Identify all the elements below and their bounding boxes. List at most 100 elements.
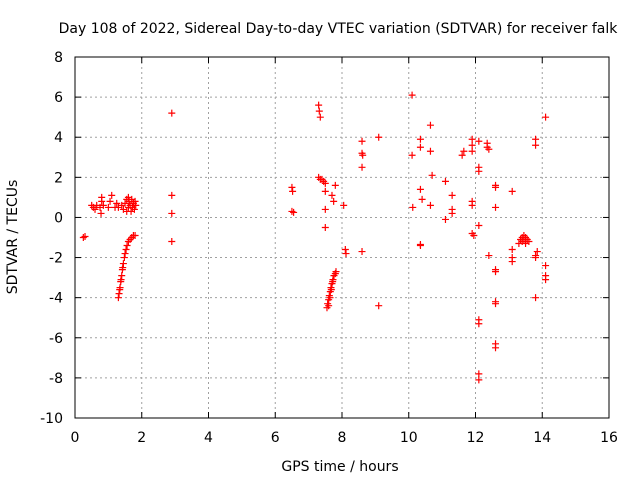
data-point — [358, 248, 366, 256]
data-point — [508, 187, 516, 195]
data-point — [118, 272, 126, 280]
data-point — [533, 248, 541, 256]
x-axis-label: GPS time / hours — [281, 459, 398, 475]
data-point — [321, 187, 329, 195]
y-tick-label: -8 — [49, 371, 63, 387]
data-point — [117, 276, 125, 284]
y-tick-label: -2 — [49, 251, 63, 267]
data-point — [458, 151, 466, 159]
data-point — [520, 236, 528, 244]
data-point — [168, 209, 176, 217]
x-tick-label: 6 — [271, 430, 280, 446]
data-point — [315, 107, 323, 115]
data-point — [375, 302, 383, 310]
data-point — [441, 215, 449, 223]
data-point — [124, 193, 132, 201]
data-point — [119, 260, 127, 268]
y-tick-label: -4 — [49, 291, 63, 307]
data-point — [508, 246, 516, 254]
data-point — [441, 177, 449, 185]
data-point — [448, 209, 456, 217]
y-tick-label: 2 — [54, 170, 63, 186]
x-tick-label: 8 — [338, 430, 347, 446]
data-point — [426, 201, 434, 209]
data-point — [522, 240, 530, 248]
data-point — [542, 276, 550, 284]
data-point — [168, 109, 176, 117]
data-point — [409, 203, 417, 211]
data-point — [492, 183, 500, 191]
data-point — [321, 205, 329, 213]
data-point — [426, 121, 434, 129]
data-point — [123, 242, 131, 250]
chart-title: Day 108 of 2022, Sidereal Day-to-day VTE… — [59, 21, 619, 37]
data-points — [79, 91, 550, 384]
data-point — [79, 234, 87, 241]
x-tick-label: 10 — [400, 430, 418, 446]
data-point — [316, 113, 324, 121]
data-point — [330, 197, 338, 205]
data-point — [475, 370, 483, 378]
data-point — [341, 246, 349, 254]
data-point — [492, 268, 500, 276]
data-point — [340, 201, 348, 209]
x-tick-label: 14 — [533, 430, 551, 446]
data-point — [408, 91, 416, 99]
data-point — [121, 199, 129, 207]
data-point — [426, 147, 434, 155]
data-point — [375, 133, 383, 141]
data-point — [468, 135, 476, 143]
data-point — [119, 264, 127, 272]
plot-frame — [74, 56, 610, 419]
data-point — [475, 221, 483, 229]
data-point — [468, 141, 476, 149]
data-point — [408, 151, 416, 159]
data-point — [358, 163, 366, 171]
data-point — [359, 151, 367, 159]
data-point — [132, 201, 140, 209]
data-point — [492, 344, 500, 352]
data-point — [116, 286, 124, 294]
data-point — [114, 294, 122, 302]
data-point — [448, 191, 456, 199]
data-point — [289, 187, 297, 195]
data-point — [460, 147, 468, 155]
data-point — [532, 141, 540, 149]
data-point — [130, 205, 138, 213]
x-tick-label: 0 — [71, 430, 80, 446]
data-point — [508, 258, 516, 266]
data-point — [290, 208, 298, 216]
data-point — [122, 246, 130, 254]
data-point — [328, 191, 336, 199]
data-point — [97, 209, 105, 217]
data-point — [123, 207, 131, 215]
data-point — [168, 238, 176, 246]
data-point — [106, 197, 114, 205]
data-point — [532, 294, 540, 302]
data-point — [168, 191, 176, 199]
data-point — [475, 376, 483, 384]
data-point — [428, 171, 436, 179]
data-point — [288, 183, 296, 191]
x-tick-label: 12 — [467, 430, 485, 446]
data-point — [418, 195, 426, 203]
data-point — [104, 203, 112, 211]
y-tick-label: 0 — [54, 210, 63, 226]
data-point — [532, 135, 540, 143]
x-tick-label: 16 — [600, 430, 618, 446]
data-point — [99, 201, 107, 209]
data-point — [121, 250, 129, 258]
x-tick-label: 2 — [137, 430, 146, 446]
data-point — [81, 232, 89, 240]
data-point — [120, 254, 128, 262]
x-tick-label: 4 — [204, 430, 213, 446]
y-axis-label: SDTVAR / TECUs — [5, 180, 21, 295]
data-point — [131, 231, 139, 239]
data-point — [315, 101, 323, 109]
data-point — [485, 145, 493, 153]
data-point — [492, 300, 500, 308]
data-point — [468, 201, 476, 209]
data-point — [98, 193, 106, 201]
data-point — [131, 197, 139, 205]
